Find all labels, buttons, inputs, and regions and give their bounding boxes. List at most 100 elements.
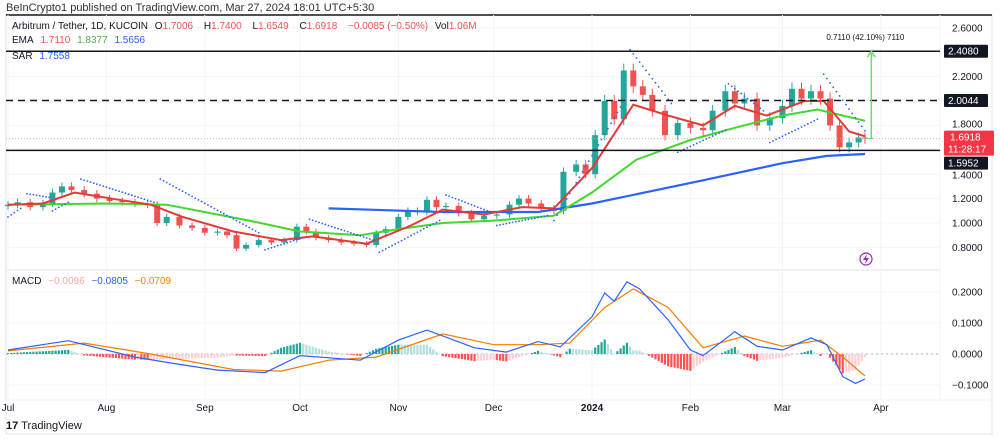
sar-dot [387,246,390,249]
sar-dot [730,85,733,88]
macd-histogram-bar [305,344,308,354]
macd-histogram-bar [733,346,736,354]
sar-dot [203,202,206,205]
macd-histogram-bar [663,354,667,365]
macd-histogram-bar [670,354,673,368]
macd-histogram-bar [244,354,248,356]
sar-dot [432,222,435,225]
level-label-box [944,44,988,58]
sar-dot [781,135,784,138]
sar-dot [648,73,651,76]
sar-dot [467,202,470,205]
macd-histogram-bar [210,354,213,358]
macd-histogram-bar [349,354,352,355]
macd-histogram-bar [260,354,264,357]
macd-histogram-bar [502,354,505,362]
macd-histogram-bar [581,349,584,354]
sar-dot [372,239,374,241]
sar-dot [553,219,555,222]
macd-histogram-bar [806,351,809,354]
sar-dot [102,185,105,188]
macd-histogram-bar [571,348,575,354]
sar-dot [816,118,819,121]
candle-down [68,186,75,191]
macd-histogram-bar [759,354,762,361]
macd-histogram-bar [651,354,654,358]
macd-histogram-bar [336,352,340,354]
sar-legend[interactable]: SAR 1.7558 [12,51,74,63]
lightning-icon [859,252,873,266]
macd-histogram-bar [19,352,22,354]
macd-histogram-bar [187,354,191,359]
sar-dot [578,176,581,179]
macd-histogram-bar [10,352,13,354]
sar-dot [806,123,809,125]
x-tick-label: Mar [774,403,792,414]
sar-dot [838,95,841,97]
x-tick-label: Dec [485,403,503,414]
sar-dot [708,136,711,139]
macd-histogram-bar [232,354,235,356]
macd-histogram-bar [127,354,130,360]
sar-dot [854,116,857,119]
macd-histogram-bar [425,344,429,354]
last-price-label: 1.6918 [950,133,981,144]
macd-histogram-bar [330,352,333,354]
macd-histogram-bar [105,354,108,358]
symbol-title[interactable]: Arbitrum / Tether, 1D, KUCOIN [12,21,148,32]
ema-legend[interactable]: EMA 1.7110 1.8377 1.5656 [12,35,149,47]
sar-dot [752,102,755,105]
macd-histogram-bar [517,354,521,358]
macd-legend[interactable]: MACD −0.0096 −0.0805 −0.0709 [12,276,175,288]
macd-histogram-bar [597,344,600,354]
macd-histogram-bar [746,354,749,358]
price-tick-label: 2.2000 [952,72,983,83]
macd-histogram-bar [102,354,105,358]
macd-histogram-bar [749,354,752,359]
sar-dot [429,224,432,227]
macd-histogram-bar [295,343,298,354]
macd-tick-label: 0.2000 [952,288,983,299]
sar-dot [340,228,343,231]
sar-dot [476,206,479,209]
macd-histogram-bar [16,352,19,354]
sar-dot [699,141,701,143]
sar-dot [676,151,679,154]
sar-dot [26,192,28,195]
macd-histogram-bar [270,352,273,354]
sar-dot [222,212,225,215]
macd-histogram-bar [32,351,35,354]
sar-dot [530,217,533,220]
tradingview-logo[interactable]: 17 TradingView [6,420,82,432]
low-label: L [252,21,259,32]
branding-text: TradingView [21,420,82,432]
macd-histogram-bar [159,354,162,360]
sar-dot [454,197,457,200]
price-tick-label: 1.8000 [952,120,983,131]
sar-dot [546,214,549,217]
candle-down [662,110,669,136]
candle-up [493,214,500,216]
sar-dot [692,144,695,146]
macd-histogram-bar [362,354,365,355]
sar-dot [42,195,44,198]
sar-dot [629,48,632,51]
sar-dot [368,238,371,240]
macd-histogram-bar [92,354,95,357]
sar-dot [226,214,228,217]
macd-histogram-bar [302,343,305,354]
sar-dot [292,239,295,242]
macd-histogram-bar [844,354,848,373]
candle-up [39,203,46,208]
sar-dot [400,239,403,242]
macd-histogram-bar [476,354,479,361]
sar-dot [711,135,714,138]
sar-dot [448,195,451,198]
macd-histogram-bar [787,354,790,357]
macd-histogram-bar [543,352,546,354]
macd-histogram-bar [854,354,857,370]
sar-dot [299,237,301,240]
sar-dot [45,195,47,198]
macd-histogram-bar [616,351,619,354]
